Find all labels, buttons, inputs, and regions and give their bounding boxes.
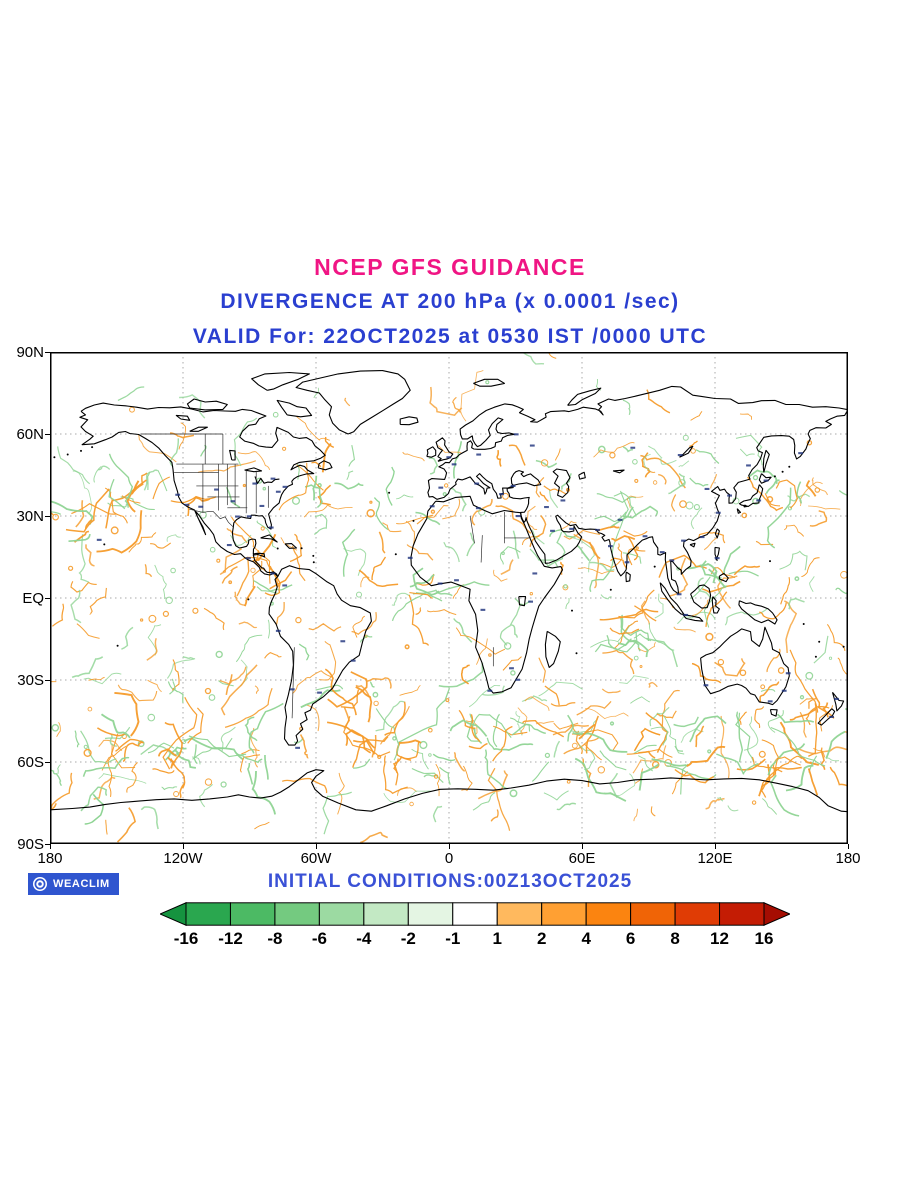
colorbar-level-label: 6 <box>625 929 636 948</box>
colorbar-level-label: 12 <box>710 929 729 948</box>
lon-tick-mark <box>182 844 184 849</box>
chart-title: NCEP GFS GUIDANCE <box>314 254 586 280</box>
world-map-panel <box>0 346 876 844</box>
lat-tick-label: 90S <box>17 836 44 853</box>
colorbar-svg <box>158 902 792 926</box>
colorbar-level-label: -4 <box>356 929 372 948</box>
lon-tick-mark <box>714 844 716 849</box>
lon-tick-mark <box>49 844 51 849</box>
colorbar-level-label: -6 <box>311 929 327 948</box>
lon-tick-mark <box>448 844 450 849</box>
chart-valid-time: VALID For: 22OCT2025 at 0530 IST /0000 U… <box>192 325 708 348</box>
weaclim-logo-text: WEACLIM <box>53 878 110 890</box>
colorbar-level-label: 4 <box>581 929 591 948</box>
colorbar <box>158 902 792 926</box>
lat-tick-label: 60N <box>16 426 44 443</box>
initial-conditions: INITIAL CONDITIONS:00Z13OCT2025 <box>267 871 633 892</box>
lat-tick-label: 30N <box>16 508 44 525</box>
lon-tick-label: 60W <box>300 850 332 867</box>
lon-tick-label: 180 <box>37 850 63 867</box>
lat-tick-label: 60S <box>17 754 44 771</box>
colorbar-level-label: 8 <box>670 929 680 948</box>
colorbar-level-label: -12 <box>218 929 243 948</box>
lon-tick-label: 120E <box>697 850 733 867</box>
lat-tick-label: EQ <box>22 590 44 607</box>
lon-tick-label: 0 <box>444 850 454 867</box>
lon-tick-label: 180 <box>835 850 861 867</box>
colorbar-level-label: 2 <box>536 929 547 948</box>
colorbar-level-label: 16 <box>754 929 774 948</box>
lon-tick-label: 60E <box>568 850 596 867</box>
lon-tick-mark <box>581 844 583 849</box>
lon-tick-label: 120W <box>163 850 203 867</box>
colorbar-level-label: -1 <box>445 929 461 948</box>
lat-tick-label: 30S <box>17 672 44 689</box>
colorbar-level-label: -16 <box>173 929 199 948</box>
colorbar-level-label: -8 <box>267 929 283 948</box>
lon-tick-mark <box>847 844 849 849</box>
weaclim-logo-icon <box>33 877 47 891</box>
weaclim-badge: WEACLIM <box>28 873 119 895</box>
lon-tick-mark <box>315 844 317 849</box>
colorbar-level-label: -2 <box>400 929 416 948</box>
colorbar-level-label: 1 <box>492 929 502 948</box>
world-map-svg <box>0 346 876 844</box>
chart-subtitle: DIVERGENCE AT 200 hPa (x 0.0001 /sec) <box>220 290 680 313</box>
